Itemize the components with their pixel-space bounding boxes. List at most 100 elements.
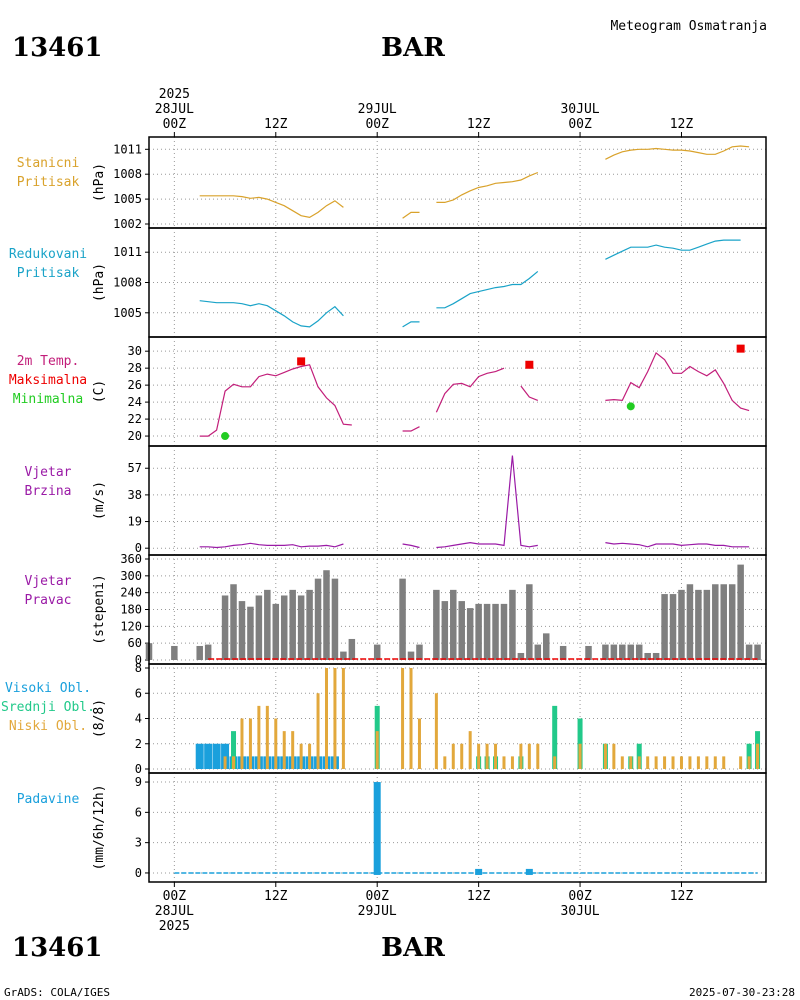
low-cloud-bar xyxy=(257,705,261,769)
direction-bar xyxy=(602,644,609,660)
footer-timestamp: 2025-07-30-23:28 xyxy=(689,986,795,999)
panel-frame xyxy=(148,445,767,556)
low-cloud-bar xyxy=(688,756,692,769)
direction-bar xyxy=(264,589,271,660)
panel-frame xyxy=(148,336,767,447)
panel-station_pressure xyxy=(145,136,767,229)
low-cloud-bar xyxy=(756,743,760,769)
top-time-label: 00Z xyxy=(163,117,187,132)
series-line xyxy=(435,367,505,413)
low-cloud-bar xyxy=(696,756,700,769)
series-line xyxy=(199,542,344,549)
low-cloud-bar xyxy=(308,743,312,769)
y-tick-label: 20 xyxy=(128,429,142,443)
y-tick-label: 28 xyxy=(128,361,142,375)
y-tick-label: 300 xyxy=(120,569,142,583)
direction-bar xyxy=(728,584,736,660)
low-cloud-bar xyxy=(494,743,498,769)
precip-bar xyxy=(525,868,533,875)
direction-bar xyxy=(627,644,635,660)
legend-label: Minimalna xyxy=(13,392,83,407)
y-tick-label: 0 xyxy=(135,866,142,880)
low-cloud-bar xyxy=(417,718,421,769)
direction-bar xyxy=(196,645,203,660)
direction-bar xyxy=(340,651,347,660)
direction-bar xyxy=(619,644,626,660)
y-tick-label: 0 xyxy=(135,653,142,667)
low-cloud-bar xyxy=(705,756,709,769)
series-line xyxy=(605,351,750,412)
y-tick-label: 180 xyxy=(120,603,142,617)
series-line xyxy=(436,171,539,203)
high-cloud-bar xyxy=(212,743,221,769)
direction-bar xyxy=(238,601,246,660)
legend-label: Padavine xyxy=(17,792,80,807)
y-tick-label: 22 xyxy=(128,412,142,426)
low-cloud-bar xyxy=(223,756,227,769)
direction-bar xyxy=(720,584,727,660)
low-cloud-bar xyxy=(553,756,557,769)
tmin-marker xyxy=(221,432,230,441)
direction-bar xyxy=(509,589,516,660)
direction-bar xyxy=(534,644,542,660)
panel-temperature xyxy=(145,336,767,447)
low-cloud-bar xyxy=(502,756,506,769)
top-time-label: 30JUL xyxy=(560,102,599,117)
y-axis-label: (m/s) xyxy=(92,481,107,520)
low-cloud-bar xyxy=(663,756,667,769)
y-tick-label: 6 xyxy=(135,686,142,700)
y-tick-label: 1002 xyxy=(113,217,142,231)
tmax-marker xyxy=(525,360,534,369)
direction-bar xyxy=(652,652,660,660)
low-cloud-bar xyxy=(248,718,252,769)
footer-credit: GrADS: COLA/IGES xyxy=(4,986,110,999)
y-tick-label: 9 xyxy=(135,775,142,789)
legend-label: Pritisak xyxy=(17,266,80,281)
legend-label: Vjetar xyxy=(25,465,72,480)
mid-cloud-bar xyxy=(231,731,237,769)
low-cloud-bar xyxy=(536,743,540,769)
y-tick-label: 240 xyxy=(120,586,142,600)
y-tick-label: 24 xyxy=(128,395,142,409)
low-cloud-bar xyxy=(324,668,328,769)
low-cloud-bar xyxy=(646,756,650,769)
direction-bar xyxy=(297,595,305,660)
low-cloud-bar xyxy=(468,731,472,769)
y-tick-label: 60 xyxy=(128,636,142,650)
legend-label: Maksimalna xyxy=(9,373,87,388)
station-id-bottom: 13461 xyxy=(12,933,102,963)
y-tick-label: 1008 xyxy=(113,276,142,290)
series-line xyxy=(199,364,352,437)
direction-bar xyxy=(559,645,567,660)
low-cloud-bar xyxy=(519,743,523,769)
y-tick-label: 38 xyxy=(128,488,142,502)
y-tick-label: 6 xyxy=(135,805,142,819)
top-time-label: 2025 xyxy=(159,87,190,102)
series-line xyxy=(199,195,344,219)
direction-bar xyxy=(450,589,457,660)
bottom-time-label: 00Z xyxy=(365,889,389,904)
bottom-time-label: 00Z xyxy=(568,889,592,904)
series-line xyxy=(436,270,539,309)
y-tick-label: 57 xyxy=(128,461,142,475)
precip-bar xyxy=(373,782,381,875)
low-cloud-bar xyxy=(282,731,286,769)
low-cloud-bar xyxy=(679,756,683,769)
low-cloud-bar xyxy=(291,731,295,769)
top-time-label: 00Z xyxy=(365,117,389,132)
bottom-time-label: 00Z xyxy=(163,889,187,904)
legend-label: 2m Temp. xyxy=(17,354,80,369)
direction-bar xyxy=(466,608,474,660)
y-axis-label: (C) xyxy=(92,380,107,403)
y-tick-label: 3 xyxy=(135,836,142,850)
direction-bar xyxy=(542,633,550,660)
low-cloud-bar xyxy=(299,743,303,769)
y-tick-label: 0 xyxy=(135,762,142,776)
direction-bar xyxy=(475,603,482,660)
series-line xyxy=(605,145,750,160)
low-cloud-bar xyxy=(485,743,489,769)
direction-bar xyxy=(610,644,618,660)
low-cloud-bar xyxy=(637,756,641,769)
y-tick-label: 26 xyxy=(128,378,142,392)
